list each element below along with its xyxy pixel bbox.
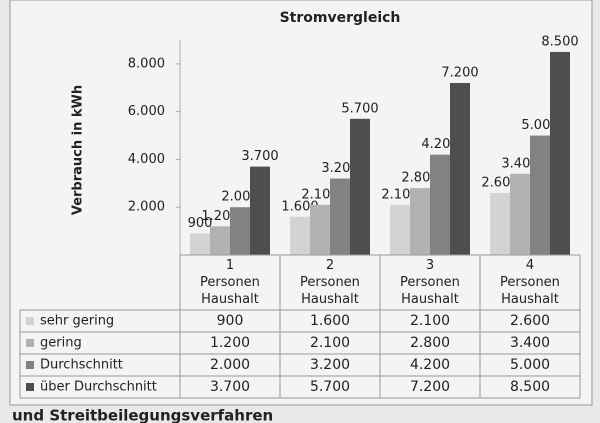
- data-label: 2.100: [381, 187, 418, 202]
- legend-swatch: [26, 317, 34, 325]
- table-cell: 2.800: [410, 335, 450, 351]
- legend-label: über Durchschnitt: [40, 380, 157, 395]
- bar: [430, 154, 450, 255]
- table-cell: 2.100: [410, 313, 450, 329]
- data-label: 4.200: [421, 137, 458, 152]
- bar: [410, 188, 430, 255]
- bar: [250, 166, 270, 255]
- bar: [290, 216, 310, 255]
- table-cell: 1.200: [210, 335, 250, 351]
- category-label: 1 Personen Haushalt: [200, 258, 260, 307]
- bar: [230, 207, 250, 255]
- bar: [210, 226, 230, 255]
- bar: [390, 204, 410, 255]
- data-label: 7.200: [441, 66, 478, 81]
- data-label: 2.000: [221, 190, 258, 205]
- bar: [350, 118, 370, 255]
- bar: [310, 204, 330, 255]
- category-label: 2 Personen Haushalt: [300, 258, 360, 307]
- table-cell: 5.000: [510, 357, 550, 373]
- bar: [330, 178, 350, 255]
- table-cell: 3.700: [210, 379, 250, 395]
- y-tick-label: 2.000: [128, 200, 165, 215]
- table-cell: 4.200: [410, 357, 450, 373]
- bar: [550, 51, 570, 255]
- legend-swatch: [26, 361, 34, 369]
- legend-label: gering: [40, 336, 82, 351]
- y-tick-label: 4.000: [128, 152, 165, 167]
- category-label: 4 Personen Haushalt: [500, 258, 560, 307]
- chart-title: Stromvergleich: [280, 10, 401, 26]
- bar: [450, 83, 470, 255]
- data-label: 5.000: [521, 118, 558, 133]
- bar: [510, 173, 530, 255]
- table-cell: 8.500: [510, 379, 550, 395]
- table-cell: 3.200: [310, 357, 350, 373]
- footer-text: und Streitbeilegungsverfahren: [12, 407, 273, 423]
- table-cell: 2.000: [210, 357, 250, 373]
- table-cell: 1.600: [310, 313, 350, 329]
- bar: [190, 233, 210, 255]
- table-cell: 3.400: [510, 335, 550, 351]
- legend-label: sehr gering: [40, 314, 114, 329]
- data-label: 3.700: [241, 149, 278, 164]
- data-label: 2.800: [401, 171, 438, 186]
- legend-swatch: [26, 383, 34, 391]
- table-cell: 2.600: [510, 313, 550, 329]
- y-tick-label: 8.000: [128, 56, 165, 71]
- data-label: 900: [188, 216, 213, 231]
- bar: [490, 192, 510, 255]
- y-tick-label: 6.000: [128, 104, 165, 119]
- legend-label: Durchschnitt: [40, 358, 123, 373]
- data-label: 5.700: [341, 101, 378, 116]
- category-label: 3 Personen Haushalt: [400, 258, 460, 307]
- y-axis-title: Verbrauch in kWh: [71, 85, 86, 215]
- data-label: 3.200: [321, 161, 358, 176]
- data-label: 1.600: [281, 199, 318, 214]
- data-label: 2.100: [301, 187, 338, 202]
- table-cell: 5.700: [310, 379, 350, 395]
- data-label: 8.500: [541, 34, 578, 49]
- data-label: 3.400: [501, 156, 538, 171]
- data-label: 1.200: [201, 209, 238, 224]
- bar: [530, 135, 550, 255]
- table-cell: 2.100: [310, 335, 350, 351]
- table-cell: 900: [217, 313, 244, 329]
- legend-swatch: [26, 339, 34, 347]
- table-cell: 7.200: [410, 379, 450, 395]
- data-label: 2.600: [481, 175, 518, 190]
